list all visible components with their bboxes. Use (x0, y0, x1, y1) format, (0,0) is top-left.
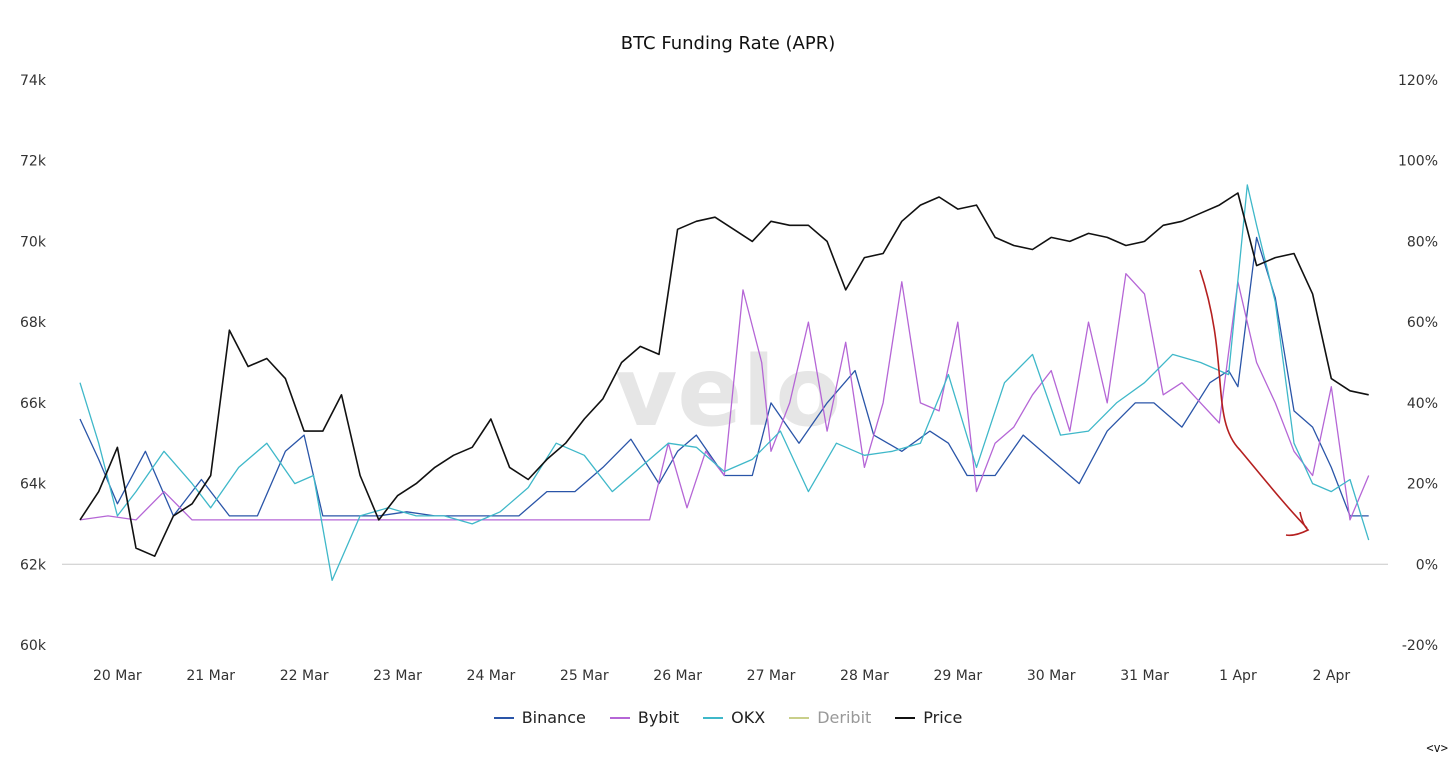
series-line-binance (79, 236, 1369, 517)
legend-item-binance[interactable]: Binance (493, 708, 586, 727)
left-axis-tick: 74k (20, 73, 47, 89)
x-axis-tick: 29 Mar (933, 668, 982, 684)
right-axis-tick: 40% (1407, 396, 1438, 412)
x-axis-tick: 21 Mar (186, 668, 235, 684)
right-axis-tick: -20% (1402, 638, 1438, 654)
x-axis-tick: 31 Mar (1120, 668, 1169, 684)
legend-swatch (609, 716, 630, 719)
legend-label: Price (923, 708, 963, 727)
left-axis-tick: 64k (20, 477, 47, 493)
x-axis-tick: 28 Mar (840, 668, 889, 684)
legend-swatch (703, 716, 724, 719)
chart-title: BTC Funding Rate (APR) (620, 33, 836, 54)
left-axis-tick: 70k (20, 234, 47, 250)
series-line-okx (79, 184, 1370, 582)
x-axis-tick: 23 Mar (373, 668, 422, 684)
legend-swatch (789, 716, 810, 719)
x-axis-tick: 1 Apr (1219, 668, 1257, 684)
annotation-arrow-shaft (1199, 269, 1308, 529)
left-axis-tick: 66k (20, 396, 47, 412)
left-axis-tick: 62k (20, 557, 47, 573)
chart-canvas: velo 74k 72k 70k 68k 66k 64k 62k 60k 120% 100% 80… (20, 73, 1438, 684)
x-axis-tick: 25 Mar (560, 668, 609, 684)
x-axis-tick: 24 Mar (467, 668, 516, 684)
series-line-price (79, 192, 1369, 558)
legend-label: Binance (521, 708, 586, 727)
legend-label: Deribit (817, 708, 872, 727)
left-axis-tick: 72k (20, 154, 47, 170)
legend-item-price[interactable]: Price (895, 708, 962, 727)
x-axis-tick: 27 Mar (747, 668, 796, 684)
right-axis-tick: 100% (1398, 154, 1438, 170)
annotation-arrow-head (1285, 511, 1310, 537)
series-line-bybit (79, 273, 1370, 521)
legend-label: Bybit (637, 708, 680, 727)
left-axis-tick: 68k (20, 315, 47, 331)
right-axis-tick: 80% (1407, 234, 1438, 250)
x-axis-tick: 22 Mar (280, 668, 329, 684)
watermark: velo (615, 336, 842, 448)
legend-item-bybit[interactable]: Bybit (609, 708, 680, 727)
legend-label: OKX (731, 708, 766, 727)
x-axis-tick: 2 Apr (1313, 668, 1351, 684)
chart-legend: Binance Bybit OKX Deribit Price (0, 708, 1456, 727)
legend-item-okx[interactable]: OKX (703, 708, 765, 727)
right-axis-tick: 60% (1407, 315, 1438, 331)
x-axis-tick: 30 Mar (1027, 668, 1076, 684)
left-axis-tick: 60k (20, 638, 47, 654)
legend-swatch (895, 716, 916, 719)
right-axis-tick: 120% (1398, 73, 1438, 89)
legend-swatch (493, 716, 514, 719)
right-axis-tick: 0% (1416, 557, 1438, 573)
zoom-nav-control[interactable]: <v> (1426, 741, 1448, 755)
x-axis-tick: 26 Mar (653, 668, 702, 684)
x-axis-tick: 20 Mar (93, 668, 142, 684)
legend-item-deribit[interactable]: Deribit (789, 708, 871, 727)
right-axis-tick: 20% (1407, 477, 1438, 493)
